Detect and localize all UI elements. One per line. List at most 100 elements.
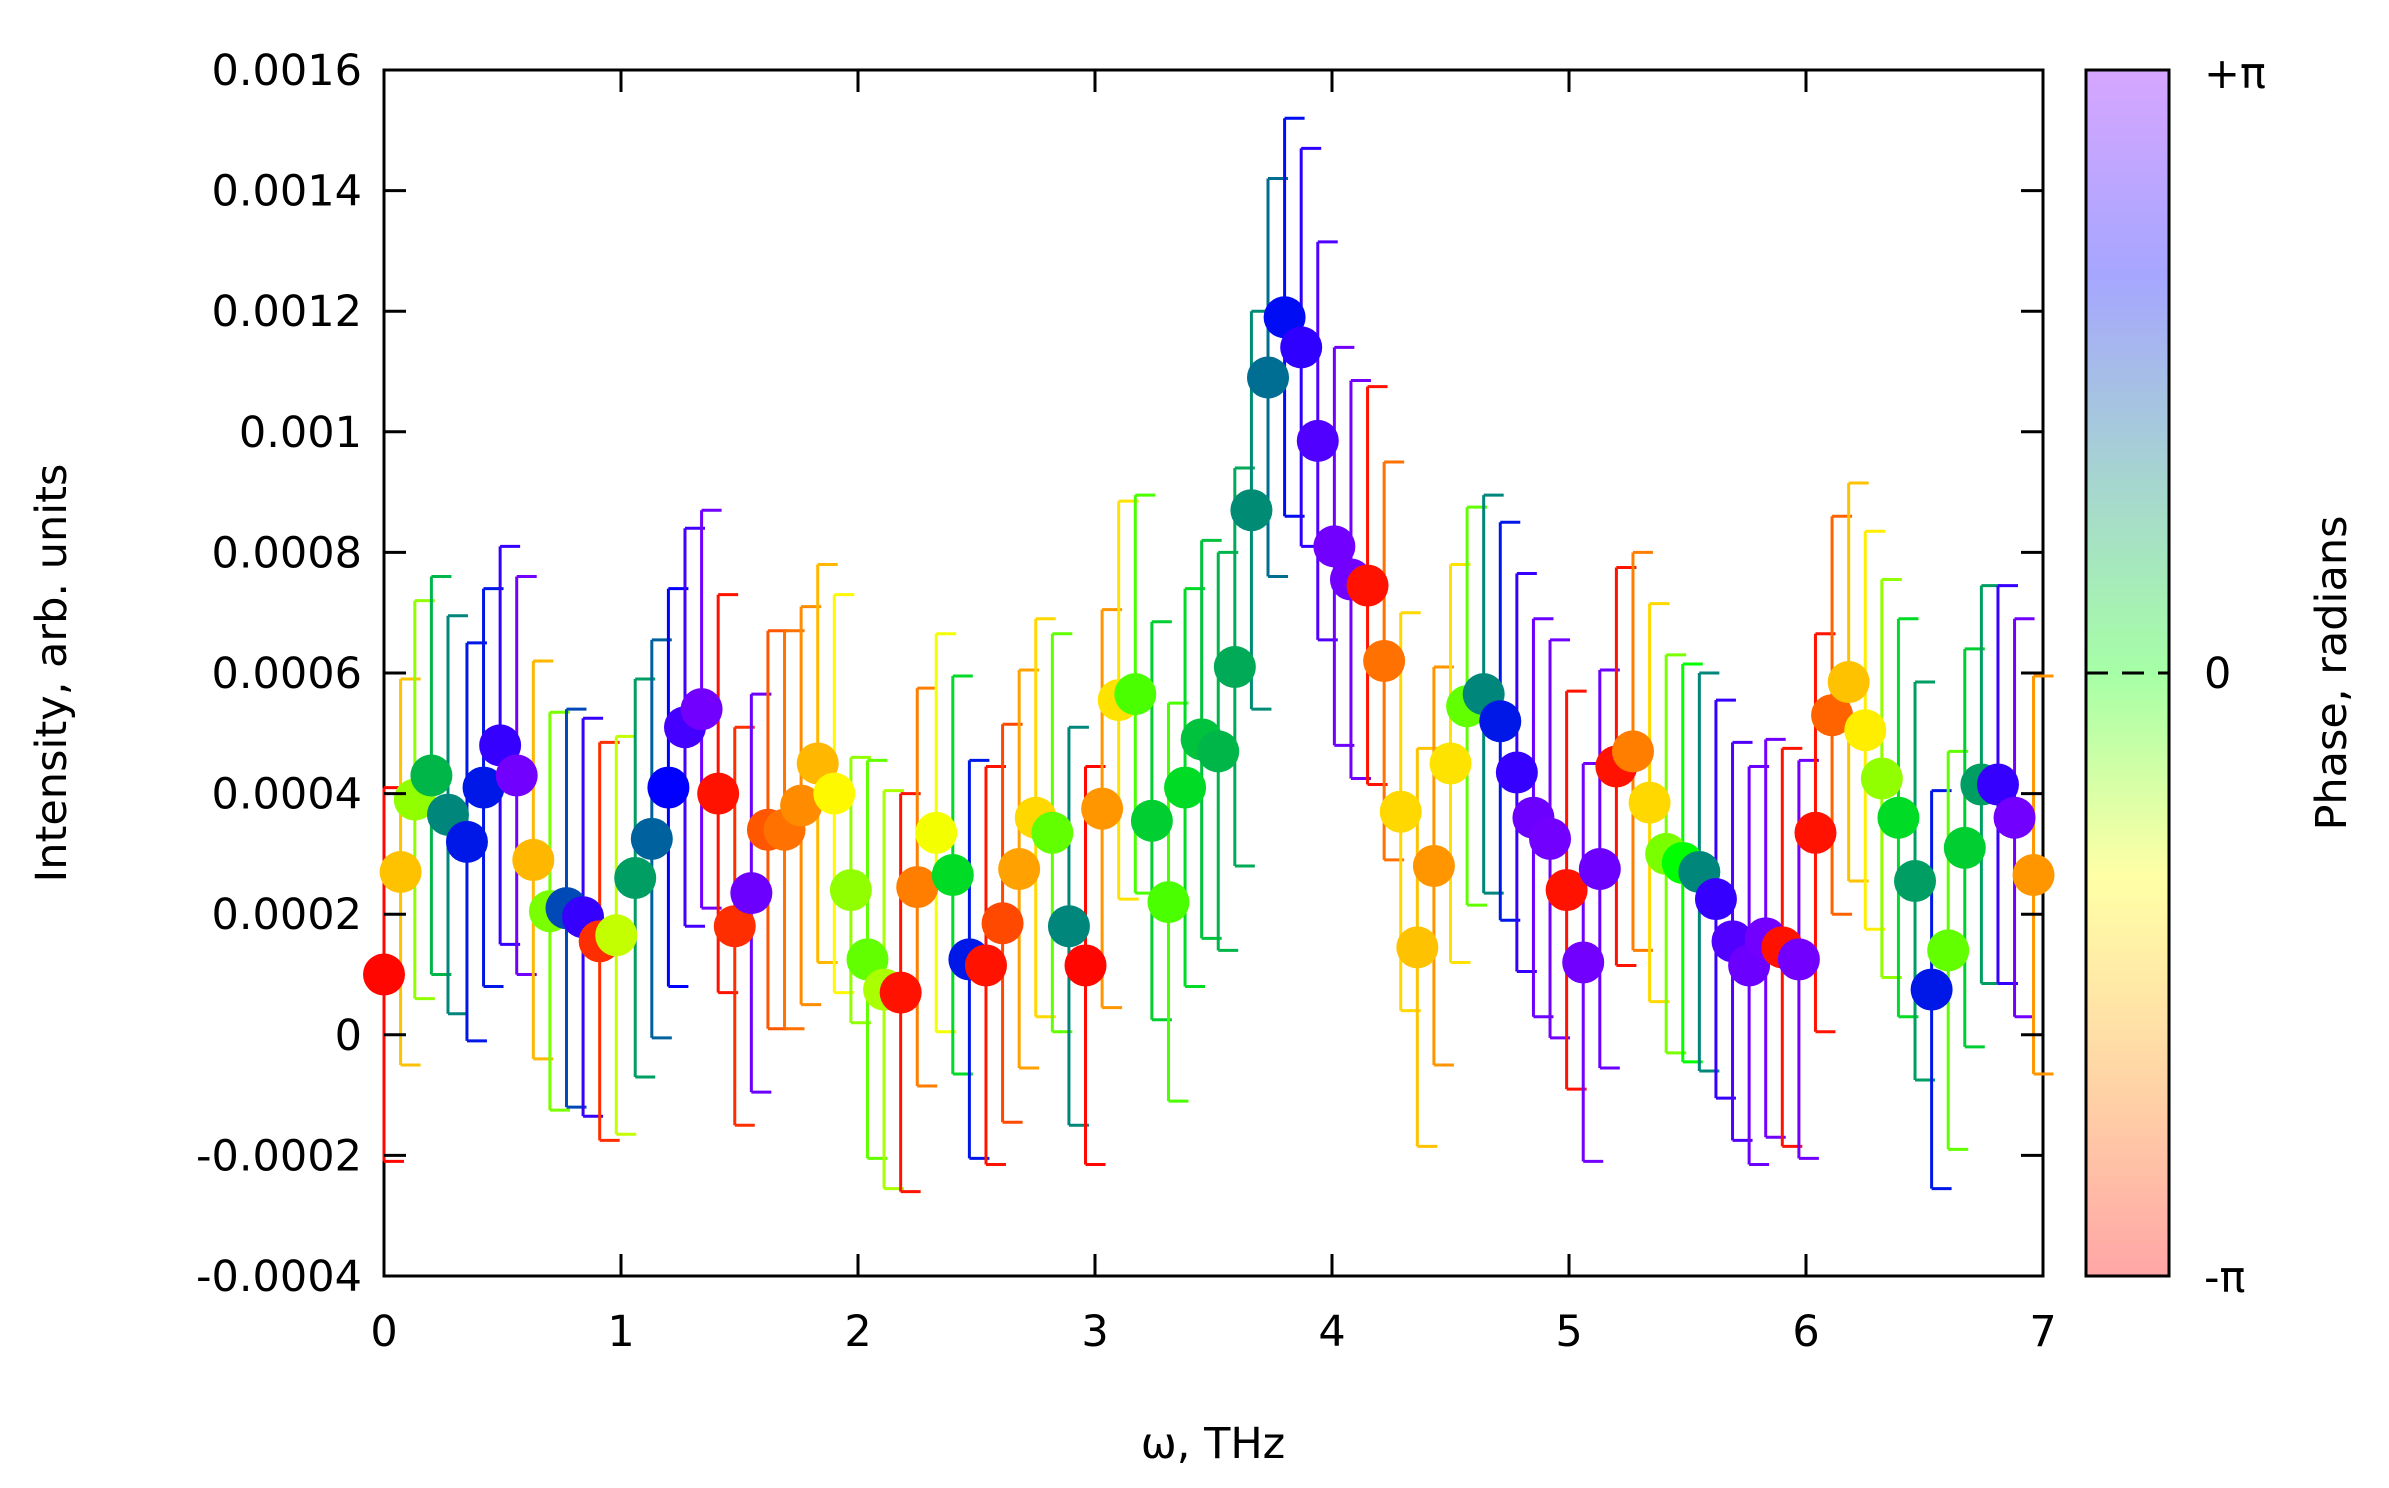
data-point [1562,941,1605,984]
data-point [998,847,1041,890]
data-point [1694,878,1737,921]
data-point [1031,811,1074,854]
data-point [981,902,1024,945]
plot-frame [382,68,2045,1278]
y-tick-label: 0.0004 [212,770,362,820]
data-points [363,296,2055,1014]
data-point [1827,661,1870,704]
data-point [379,850,422,893]
y-tick-label: 0.0016 [212,46,362,96]
data-point [1213,645,1256,688]
x-tick-label: 4 [1318,1307,1345,1357]
data-point [1943,826,1986,869]
data-point [1379,790,1422,833]
x-tick-label: 5 [1555,1307,1582,1357]
data-point [1976,763,2019,806]
data-point [697,772,740,815]
x-tick-label: 1 [607,1307,634,1357]
y-tick-label: 0.0014 [212,167,362,217]
y-tick-label: 0.0012 [212,287,362,337]
data-point [829,869,872,912]
data-point [1064,944,1107,987]
data-point [595,914,638,957]
data-point [964,944,1007,987]
data-point [1147,881,1190,924]
data-point [1130,799,1173,842]
data-point [445,820,488,863]
data-point [1811,694,1854,737]
data-point [1910,968,1953,1011]
data-point [1927,929,1970,972]
y-tick-label: 0.0008 [212,528,362,578]
data-point [495,754,538,797]
data-point [1877,796,1920,839]
x-axis: 0 1 2 3 4 5 6 7 [370,70,2057,1357]
data-point [1860,757,1903,800]
data-point [1611,730,1654,773]
data-point [1396,926,1439,969]
colorbar-tick-label: 0 [2204,649,2231,699]
y-tick-label: 0 [335,1011,362,1061]
data-point [896,866,939,909]
data-point [1529,817,1572,860]
data-point [1628,781,1671,824]
colorbar-title: Phase, radians [2307,515,2357,830]
data-point [512,838,555,881]
data-point [410,754,453,797]
data-point [1495,751,1538,794]
data-point [462,766,505,809]
y-tick-label: -0.0002 [196,1131,362,1181]
data-point [1794,811,1837,854]
data-point [1479,700,1522,743]
data-point [1197,730,1240,773]
x-tick-label: 0 [370,1307,397,1357]
y-tick-label: -0.0004 [196,1252,362,1302]
data-point [1280,326,1323,369]
y-axis-title: Intensity, arb. units [27,464,77,883]
data-point [931,854,974,897]
data-point [1230,489,1273,532]
y-tick-label: 0.0002 [212,890,362,940]
data-point [1081,787,1124,830]
x-tick-label: 3 [1081,1307,1108,1357]
data-point [1047,905,1090,948]
x-tick-label: 2 [844,1307,871,1357]
y-tick-label: 0.001 [239,408,362,458]
x-tick-label: 7 [2029,1307,2056,1357]
data-point [1363,639,1406,682]
data-point [1296,419,1339,462]
colorbar: +π 0 -π Phase, radians [2084,49,2357,1303]
data-point [1412,844,1455,887]
data-point [680,688,723,731]
data-point [614,857,657,900]
data-point [1894,860,1937,903]
data-point [1993,796,2036,839]
data-point [915,811,958,854]
colorbar-tick-label: +π [2204,49,2266,99]
x-tick-label: 6 [1792,1307,1819,1357]
data-point [1429,742,1472,785]
data-point [1164,766,1207,809]
data-point [730,872,773,915]
data-point [879,971,922,1014]
data-point [713,905,756,948]
y-tick-label: 0.0006 [212,649,362,699]
y-axis: 0.0016 0.0014 0.0012 0.001 0.0008 0.0006 0.000… [196,46,2043,1302]
data-point [780,784,823,827]
data-point [1545,869,1588,912]
data-point [1247,356,1290,399]
data-point [363,953,405,996]
colorbar-tick-label: -π [2204,1253,2245,1303]
data-point [1114,673,1157,716]
data-point [1313,525,1356,568]
x-axis-title: ω, THz [1141,1419,1286,1469]
data-point [1346,564,1389,607]
data-point [1777,938,1820,981]
data-point [2012,854,2055,897]
data-point [1578,847,1621,890]
data-point [630,817,673,860]
data-point [647,766,690,809]
data-point [813,772,856,815]
data-point [1844,709,1887,752]
